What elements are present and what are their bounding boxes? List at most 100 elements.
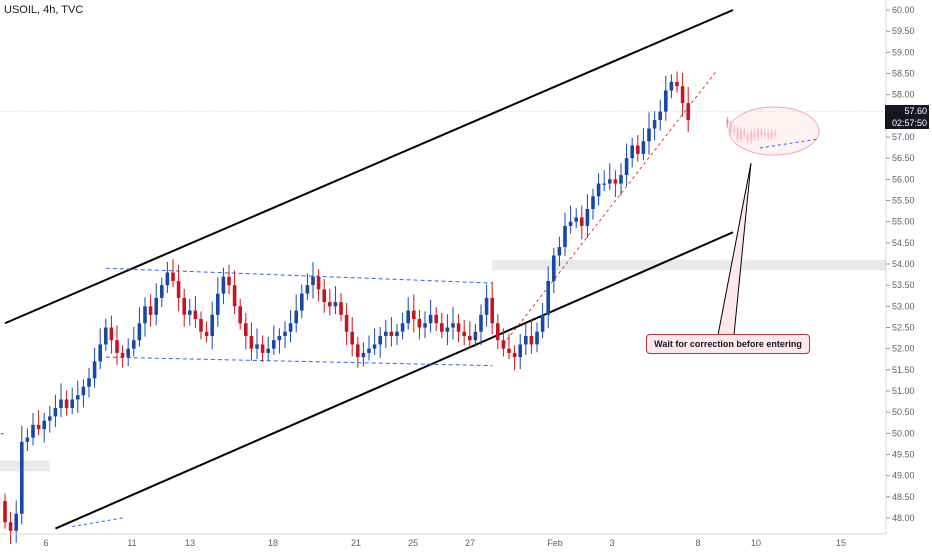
price-tick-label: 54.50 [892,238,915,248]
annotation-callout: Wait for correction before entering [646,334,810,354]
candle-body [507,348,511,353]
candle-body [557,247,562,256]
candle-body [283,331,287,336]
candle-body [602,183,606,185]
candle-body [641,141,646,154]
candle-body [333,302,338,307]
candle-body [456,323,461,332]
candle-body [238,306,242,324]
price-tick-label: 48.00 [892,513,915,523]
candle-body [48,416,52,421]
candle-body [535,331,539,345]
candle-body [417,319,422,328]
candle-body [574,217,578,222]
price-tick-label: 57.00 [892,132,915,142]
candle-body [372,344,377,349]
candle-body [563,225,567,248]
price-tick-label: 53.00 [892,301,915,311]
candle-body [568,221,573,226]
candle-body [260,344,265,353]
candle-body [658,111,662,121]
candle-body [232,285,237,307]
candle-body [148,306,153,315]
candle-body [378,335,382,345]
price-tick-label: 52.00 [892,344,915,354]
candle-body [445,327,450,332]
price-tick-label: 56.00 [892,174,915,184]
price-tick-label: 59.50 [892,26,915,36]
price-tick-label: 51.50 [892,365,915,375]
price-tick-label: 60.00 [892,5,915,15]
correction-dashed-line [759,138,819,149]
symbol-title: USOIL, 4h, TVC [4,4,84,16]
candle-body [311,276,315,286]
candle-body [585,208,590,226]
candle-body [367,348,371,353]
candle-body [524,335,528,345]
candle-body [3,501,7,523]
price-tick-label: 49.00 [892,471,915,481]
time-tick-label: 11 [127,538,136,548]
candle-body [165,272,170,286]
trendline-red-dashed [503,71,717,345]
candle-body [428,314,433,324]
supply-zone-0 [492,259,886,271]
candle-body [272,340,276,349]
candle-body [126,348,130,358]
price-tick-label: 56.50 [892,153,915,163]
candle-body [468,335,472,341]
candle-body [132,340,136,349]
candle-body [199,319,203,332]
range-top-dashed-line [105,267,493,284]
candle-body [350,331,354,345]
candle-body [552,255,556,281]
time-tick-label: 13 [185,538,195,548]
bottom-blue-dashed-line [72,517,123,527]
candle-body [266,348,270,353]
candle-body [356,344,360,358]
range-bottom-dashed-line [105,356,493,367]
candle-body [647,128,651,142]
price-tick-label: 58.50 [892,69,915,79]
supply-zone-1 [0,460,50,472]
candle-body [115,340,119,353]
candle-body [216,293,220,315]
time-tick-label: 21 [351,538,361,548]
candle-body [619,175,623,184]
candle-body [400,323,405,332]
candle-body [406,310,410,324]
countdown-label: 02:57:50 [885,117,929,129]
candle-body [104,327,108,345]
candle-body [53,407,58,417]
candle-body [473,331,478,341]
time-tick-label: 15 [836,538,846,548]
candle-body [395,331,399,336]
time-tick-label: 8 [695,538,700,548]
candle-body [512,352,517,358]
candle-body [31,424,35,438]
candle-body [59,399,63,408]
candle-body [42,420,46,430]
time-tick-label: 6 [43,538,48,548]
candle-body [227,276,231,286]
candle-body [652,120,657,129]
price-tick-label: 54.00 [892,259,915,269]
candle-body [490,297,494,324]
candle-body [608,179,612,184]
candle-body [344,314,349,332]
candle-body [412,310,416,320]
candle-body [204,331,209,336]
price-tick-label: 55.50 [892,196,915,206]
candle-body [182,297,186,315]
price-tick-label: 51.00 [892,386,915,396]
candle-body [591,196,595,209]
candle-body [20,441,24,514]
candle-body [305,285,310,294]
candle-body [462,331,466,336]
candle-body [76,395,80,400]
candle-body [81,386,86,396]
candle-body [109,327,114,341]
